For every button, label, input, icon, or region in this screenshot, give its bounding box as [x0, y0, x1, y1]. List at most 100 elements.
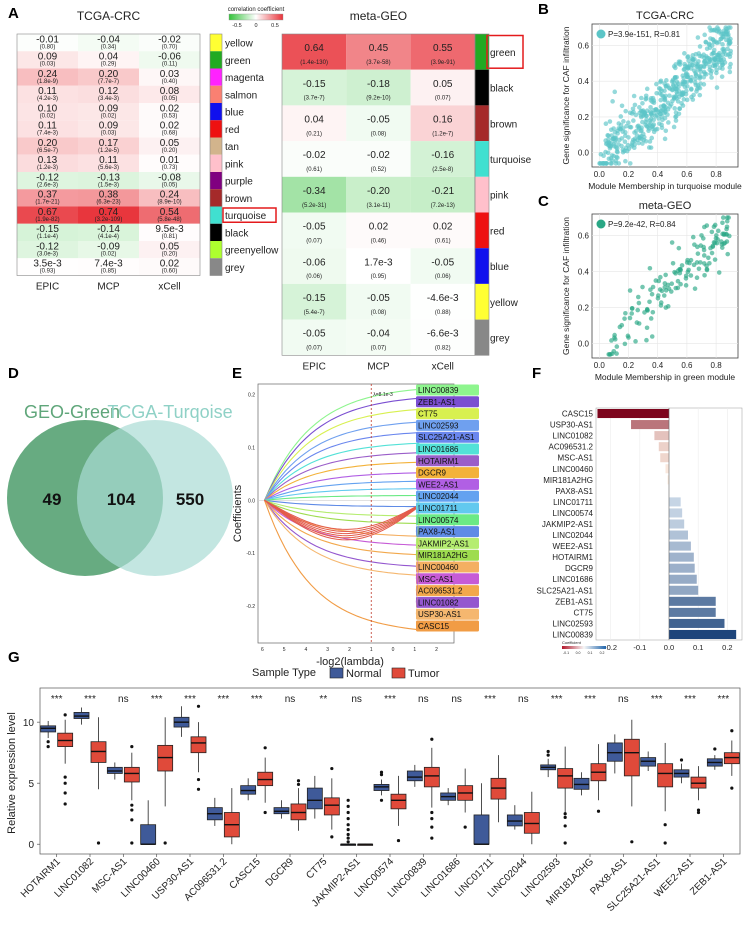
left-module-swatch [210, 103, 222, 121]
scatter-x-tick: 0.4 [652, 361, 664, 370]
left-cell [17, 120, 78, 138]
scatter-point [711, 37, 716, 43]
bar-x-tick: -0.1 [633, 643, 646, 652]
bar-category-label: LINC00574 [553, 509, 594, 518]
tumor-outlier [130, 818, 134, 822]
right-cell-pvalue: (3.1e-11) [366, 203, 390, 209]
venn-count-geo: 49 [43, 490, 62, 509]
left-cell-pvalue: (0.03) [101, 131, 117, 137]
left-cell-value: -0.13 [97, 172, 120, 183]
right-module-label: green [490, 48, 516, 59]
lasso-series-label-bg [416, 478, 479, 490]
right-module-label: black [490, 84, 514, 95]
tumor-outlier [430, 810, 434, 815]
scatter-point [673, 118, 679, 123]
coefficient-bar [669, 596, 716, 606]
scatter-point [660, 94, 666, 99]
lasso-x-tick: 0 [392, 647, 395, 653]
scatter-point [685, 54, 691, 59]
lasso-x-tick: 5 [283, 647, 286, 653]
scatter-point [714, 85, 720, 90]
left-highlight-box [222, 207, 277, 223]
scatter-point [625, 120, 631, 125]
left-cell-pvalue: (0.81) [162, 234, 178, 240]
scatter-point [685, 269, 691, 275]
scatter-point [728, 36, 733, 42]
scatter-point [648, 116, 654, 122]
tumor-outlier [563, 815, 567, 819]
tumor-outlier [730, 786, 734, 790]
left-cell [78, 154, 139, 172]
panel-letter-e: E [232, 365, 242, 382]
lasso-series-label-bg [416, 384, 479, 396]
right-cell-pvalue: (1.2e-7) [432, 131, 453, 137]
tumor-outlier [430, 817, 434, 821]
right-cell-pvalue: (3.7e-7) [304, 96, 325, 102]
scatter-point [644, 337, 649, 343]
tumor-outlier [130, 808, 134, 812]
scatter-point [649, 334, 655, 339]
coefficient-bar [669, 497, 681, 507]
left-cell-value: 9.5e-3 [155, 224, 184, 235]
bar-category-label: LINC00839 [553, 630, 594, 639]
left-cell-value: 0.10 [38, 103, 58, 114]
scatter-point [622, 148, 627, 154]
lasso-path [264, 461, 420, 501]
tumor-outlier [63, 791, 67, 795]
lasso-series-label-bg [416, 608, 479, 620]
scatter-point [712, 257, 718, 262]
left-cell [17, 103, 78, 121]
right-cell [346, 212, 411, 249]
right-module-swatch [475, 283, 489, 320]
coefficient-bar [669, 607, 716, 617]
tumor-outlier [263, 810, 267, 815]
coefficient-bar [669, 519, 685, 529]
left-cell-pvalue: (0.02) [101, 251, 117, 257]
left-cell [139, 206, 200, 224]
left-cell-value: 0.38 [99, 190, 119, 201]
scatter-point [674, 87, 679, 92]
scatter-point [671, 79, 676, 84]
venn-count-tcga: 550 [176, 490, 204, 509]
tumor-outlier [130, 841, 134, 845]
tumor-outlier [430, 825, 434, 829]
right-cell [410, 248, 475, 284]
scatter-point [692, 286, 698, 291]
box-category-label: CASC15 [227, 856, 263, 892]
left-cell-value: -0.04 [97, 34, 120, 45]
scatter-point [669, 281, 675, 287]
scatter-point [640, 119, 645, 125]
lasso-series-label: LINC02044 [418, 492, 459, 501]
tumor-outlier [263, 746, 267, 750]
scatter-point [651, 107, 657, 113]
left-cell-pvalue: (0.02) [40, 113, 56, 119]
left-cell [17, 241, 78, 259]
panel-letter-a: A [8, 5, 19, 22]
panel-e-lasso: 6 5 4 3 2 1 0 1 2 0.2 0.1 0.0 -0.1 -0.2 λ=8.1e-3 LINC00… [232, 383, 479, 668]
left-column-label: xCell [158, 282, 180, 293]
lasso-series-label: LINC00460 [418, 563, 459, 572]
scatter-point [716, 39, 722, 45]
scatter-point [666, 286, 672, 291]
bar-category-label: JAKMIP2-AS1 [542, 520, 594, 529]
scatter-point [658, 97, 664, 103]
colorbar-title: correlation coefficient [228, 7, 285, 13]
tumor-box [123, 766, 140, 783]
right-cell-pvalue: (0.88) [435, 310, 451, 316]
scatter-point [727, 65, 733, 70]
scatter-point [724, 37, 729, 43]
bar-category-label: CT75 [573, 608, 593, 617]
lasso-path [264, 480, 420, 501]
scatter-point [638, 114, 644, 120]
scatter-point [607, 119, 613, 124]
right-module-swatch [475, 141, 489, 177]
scatter-point [710, 243, 716, 249]
colorbar-tick: 0 [254, 23, 257, 29]
scatter-point [727, 69, 733, 75]
lasso-series-label: SLC25A21-AS1 [418, 433, 475, 442]
panel-letter-c: C [538, 193, 549, 210]
left-cell-pvalue: (0.40) [162, 79, 178, 85]
scatter-point [695, 35, 701, 40]
bar-category-label: LINC00460 [553, 465, 594, 474]
